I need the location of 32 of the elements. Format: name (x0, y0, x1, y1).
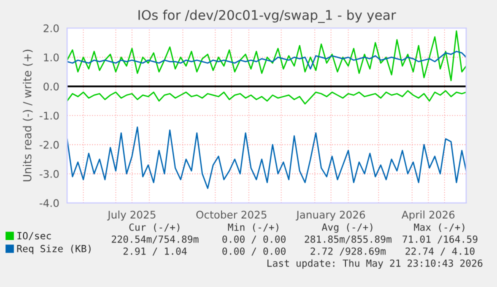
text: 0.00 / 0.00 (222, 247, 286, 256)
y-tick-label: -3.0 (40, 170, 59, 178)
text: 22.74 / 4.10 (406, 247, 474, 256)
text: Max (-/+) (414, 223, 464, 232)
line-series (67, 30, 466, 82)
x-tick-label: July 2025 (107, 210, 156, 221)
legend-label: IO/sec (17, 232, 51, 240)
line-series (67, 90, 466, 104)
text: 220.54m/754.89m (112, 235, 198, 244)
text: 0.00 / 0.00 (222, 235, 286, 244)
line-series (67, 126, 466, 189)
text: Cur (-/+) (129, 223, 180, 232)
y-tick-label: 0.0 (44, 82, 59, 90)
text: 71.01 /164.59 (402, 235, 478, 244)
chart-title: IOs for /dev/20c01-vg/swap_1 - by year (138, 10, 396, 23)
text: Avg (-/+) (322, 223, 372, 233)
y-tick-label: -1.0 (40, 112, 59, 120)
y-axis-title: Units read (-) / write (+) (22, 50, 33, 182)
x-tick-label: April 2026 (402, 210, 454, 221)
text: Last update: Thu May 21 23:10:43 2026 (267, 259, 482, 269)
text: 281.85m/855.89m (304, 235, 392, 244)
y-tick-label: 1.0 (44, 53, 59, 62)
text: 2.72 /928.69m (310, 247, 386, 256)
text: Min (-/+) (228, 223, 278, 232)
line-series (67, 50, 466, 70)
x-tick-label: January 2026 (296, 210, 365, 221)
y-tick-label: -2.0 (40, 140, 59, 149)
text: 2.91 / 1.04 (124, 247, 187, 256)
y-tick-label: -4.0 (40, 199, 59, 208)
y-tick-label: 2.0 (44, 24, 59, 32)
x-tick-label: October 2025 (196, 210, 266, 219)
legend-label: Req Size (KB) (17, 244, 91, 254)
